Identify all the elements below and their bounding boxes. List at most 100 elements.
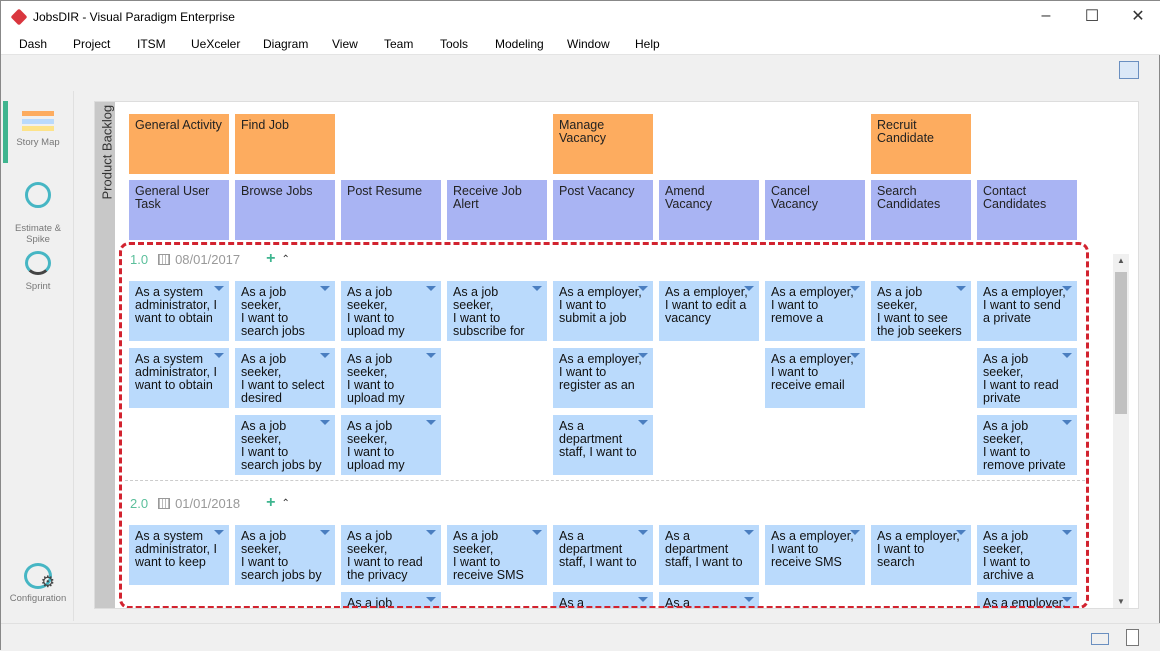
menu-window[interactable]: Window	[567, 37, 610, 51]
dropdown-arrow-icon[interactable]	[744, 530, 754, 535]
task-card[interactable]: Browse Jobs	[235, 180, 335, 240]
dropdown-arrow-icon[interactable]	[426, 530, 436, 535]
story-card[interactable]: As a employer, I want to register as an	[553, 348, 653, 408]
menu-itsm[interactable]: ITSM	[137, 37, 166, 51]
dropdown-arrow-icon[interactable]	[850, 353, 860, 358]
dropdown-arrow-icon[interactable]	[638, 530, 648, 535]
story-card[interactable]: As a system administrator, I want to kee…	[129, 525, 229, 585]
dropdown-arrow-icon[interactable]	[850, 530, 860, 535]
sidebar-item-story-map[interactable]: Story Map	[2, 101, 74, 163]
task-card[interactable]: Cancel Vacancy	[765, 180, 865, 240]
dropdown-arrow-icon[interactable]	[638, 597, 648, 602]
dropdown-arrow-icon[interactable]	[320, 286, 330, 291]
story-card[interactable]: As a employer, I want to search	[871, 525, 971, 585]
scroll-down-arrow[interactable]: ▼	[1117, 597, 1125, 606]
dropdown-arrow-icon[interactable]	[426, 286, 436, 291]
story-card[interactable]: As a job seeker, I want to subscribe for	[447, 281, 547, 341]
story-card[interactable]: As a employer, I want to edit a vacancy	[659, 281, 759, 341]
story-card[interactable]: As a department staff, I want to	[553, 525, 653, 585]
story-card[interactable]: As a department staff, I want to	[659, 525, 759, 585]
vertical-scrollbar[interactable]: ▲ ▼	[1113, 254, 1129, 608]
story-card[interactable]: As a department staff, I want to	[553, 415, 653, 475]
activity-card[interactable]: Manage Vacancy	[553, 114, 653, 174]
dropdown-arrow-icon[interactable]	[638, 420, 648, 425]
story-card[interactable]: As a job seeker, I want to read private	[977, 348, 1077, 408]
mail-icon[interactable]	[1091, 633, 1109, 645]
story-card[interactable]: As a job seeker, I want to archive a	[977, 525, 1077, 585]
story-card[interactable]: As a job seeker, I want to search jobs	[235, 281, 335, 341]
dropdown-arrow-icon[interactable]	[214, 286, 224, 291]
menu-team[interactable]: Team	[384, 37, 414, 51]
scrollbar-thumb[interactable]	[1115, 272, 1127, 414]
dropdown-arrow-icon[interactable]	[638, 286, 648, 291]
activity-card[interactable]: Recruit Candidate	[871, 114, 971, 174]
story-card[interactable]: As a job seeker, I want to upload my	[341, 281, 441, 341]
story-card[interactable]: As a job seeker, I want to read the priv…	[341, 525, 441, 585]
task-card[interactable]: Post Resume	[341, 180, 441, 240]
story-card[interactable]: As a job seeker, I want to search jobs b…	[235, 415, 335, 475]
dropdown-arrow-icon[interactable]	[320, 530, 330, 535]
dropdown-arrow-icon[interactable]	[426, 597, 436, 602]
task-card[interactable]: Amend Vacancy	[659, 180, 759, 240]
story-card[interactable]: As a job seeker, I want to upload my	[341, 348, 441, 408]
story-card[interactable]: As a job seeker, I want to receive SMS	[447, 525, 547, 585]
sidebar-item-sprint[interactable]: Sprint	[2, 251, 74, 292]
story-card[interactable]: As a employer, I want to receive SMS	[765, 525, 865, 585]
collapse-chevron-icon[interactable]: ⌃	[281, 253, 290, 265]
dropdown-arrow-icon[interactable]	[214, 530, 224, 535]
dropdown-arrow-icon[interactable]	[426, 353, 436, 358]
dropdown-arrow-icon[interactable]	[1062, 597, 1072, 602]
task-card[interactable]: Post Vacancy	[553, 180, 653, 240]
story-card[interactable]: As a employer, I want to submit a job	[553, 281, 653, 341]
add-story-button[interactable]: +	[266, 494, 276, 511]
calendar-icon[interactable]	[158, 497, 171, 509]
sidebar-item-configuration[interactable]: ⚙ Configuration	[2, 563, 74, 604]
story-card[interactable]: As a	[659, 592, 759, 608]
calendar-icon[interactable]	[158, 253, 171, 265]
dropdown-arrow-icon[interactable]	[850, 286, 860, 291]
dropdown-arrow-icon[interactable]	[638, 353, 648, 358]
release-date[interactable]: 08/01/2017	[175, 251, 241, 267]
story-card[interactable]: As a job seeker, I want to upload my	[341, 415, 441, 475]
activity-card[interactable]: Find Job	[235, 114, 335, 174]
task-card[interactable]: Contact Candidates	[977, 180, 1077, 240]
story-card[interactable]: As a employer, I want to send a private	[977, 281, 1077, 341]
story-card[interactable]: As a job seeker, I want to remove privat…	[977, 415, 1077, 475]
dropdown-arrow-icon[interactable]	[1062, 286, 1072, 291]
maximize-button[interactable]: ☐	[1084, 8, 1100, 25]
dropdown-arrow-icon[interactable]	[1062, 353, 1072, 358]
story-card[interactable]: As a	[553, 592, 653, 608]
story-card[interactable]: As a job seeker,	[341, 592, 441, 608]
notes-icon[interactable]	[1126, 629, 1139, 646]
dropdown-arrow-icon[interactable]	[214, 353, 224, 358]
dropdown-arrow-icon[interactable]	[956, 286, 966, 291]
minimize-button[interactable]: –	[1041, 7, 1051, 24]
dropdown-arrow-icon[interactable]	[320, 353, 330, 358]
dropdown-arrow-icon[interactable]	[744, 597, 754, 602]
menu-diagram[interactable]: Diagram	[263, 37, 309, 51]
story-card[interactable]: As a system administrator, I want to obt…	[129, 348, 229, 408]
menu-view[interactable]: View	[332, 37, 358, 51]
story-card[interactable]: As a system administrator, I want to obt…	[129, 281, 229, 341]
dropdown-arrow-icon[interactable]	[426, 420, 436, 425]
story-card[interactable]: As a employer, I want to remove a	[765, 281, 865, 341]
task-card[interactable]: General User Task	[129, 180, 229, 240]
dropdown-arrow-icon[interactable]	[532, 286, 542, 291]
scroll-up-arrow[interactable]: ▲	[1117, 256, 1125, 265]
menu-modeling[interactable]: Modeling	[495, 37, 544, 51]
sidebar-item-estimate-spike[interactable]: Estimate & Spike	[2, 171, 74, 245]
menu-project[interactable]: Project	[73, 37, 111, 51]
menu-uexceler[interactable]: UeXceler	[191, 37, 241, 51]
activity-card[interactable]: General Activity	[129, 114, 229, 174]
dropdown-arrow-icon[interactable]	[956, 530, 966, 535]
menu-tools[interactable]: Tools	[440, 37, 469, 51]
task-card[interactable]: Receive Job Alert	[447, 180, 547, 240]
release-version[interactable]: 2.0	[130, 495, 149, 511]
release-date[interactable]: 01/01/2018	[175, 495, 241, 511]
story-card[interactable]: As a job seeker, I want to select desire…	[235, 348, 335, 408]
menu-help[interactable]: Help	[635, 37, 660, 51]
dropdown-arrow-icon[interactable]	[320, 420, 330, 425]
dropdown-arrow-icon[interactable]	[532, 530, 542, 535]
story-card[interactable]: As a job seeker, I want to see the job s…	[871, 281, 971, 341]
collapse-chevron-icon[interactable]: ⌃	[281, 497, 290, 509]
